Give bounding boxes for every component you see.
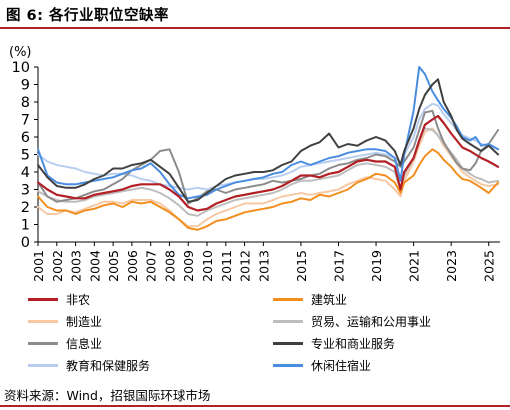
- legend-swatch: [28, 363, 58, 367]
- title-divider: [0, 27, 510, 29]
- series-line: [37, 148, 500, 231]
- legend-swatch: [28, 319, 58, 323]
- y-tick-label: 4: [21, 165, 30, 181]
- x-tick-label: 2009: [181, 250, 196, 282]
- x-tick-label: 2011: [219, 250, 234, 282]
- y-tick-label: 1: [21, 218, 30, 234]
- series-line: [37, 127, 500, 217]
- x-tick-label: 2013: [256, 250, 271, 282]
- legend-item: 制造业: [28, 311, 102, 331]
- x-tick-label: 2006: [125, 250, 140, 282]
- y-tick-label: 0: [21, 235, 30, 251]
- legend-label: 休闲住宿业: [311, 358, 372, 373]
- legend-label: 非农: [66, 292, 91, 307]
- legend-swatch: [273, 297, 303, 301]
- figure-title: 图 6: 各行业职位空缺率: [6, 8, 169, 24]
- x-tick-label: 2008: [162, 250, 177, 282]
- x-tick-label: 2015: [294, 250, 309, 282]
- legend-item: 建筑业: [273, 289, 347, 309]
- y-tick-label: 6: [21, 130, 30, 146]
- legend-swatch: [28, 341, 58, 345]
- x-tick-label: 2003: [69, 250, 84, 282]
- legend-label: 建筑业: [311, 292, 348, 307]
- x-tick-label: 2002: [50, 250, 65, 282]
- x-tick-label: 2012: [238, 250, 253, 282]
- series-line: [37, 102, 500, 191]
- y-tick-label: 2: [21, 200, 30, 216]
- y-axis-label: (%): [9, 45, 32, 60]
- bottom-divider: [0, 405, 510, 407]
- y-tick-label: 5: [21, 148, 30, 164]
- series-line: [37, 66, 500, 200]
- series-line: [36, 114, 500, 212]
- legend-item: 教育和保健服务: [28, 355, 150, 375]
- y-tick-label: 3: [21, 183, 30, 199]
- x-tick-label: 2017: [331, 250, 346, 282]
- y-tick-label: 8: [21, 95, 30, 111]
- y-tick-label: 10: [12, 60, 30, 76]
- legend-label: 教育和保健服务: [66, 358, 151, 373]
- x-tick-label: 2007: [144, 250, 159, 282]
- legend-label: 制造业: [66, 314, 103, 329]
- legend-item: 休闲住宿业: [273, 355, 371, 375]
- legend-swatch: [273, 319, 303, 323]
- legend-label: 信息业: [66, 336, 103, 351]
- legend-item: 非农: [28, 289, 90, 309]
- x-tick-label: 2023: [444, 250, 459, 282]
- x-tick-label: 2019: [369, 250, 384, 282]
- legend-label: 贸易、运输和公用事业: [311, 314, 432, 329]
- y-tick-label: 9: [21, 78, 30, 94]
- legend-item: 信息业: [28, 333, 102, 353]
- x-tick-label: 2001: [31, 250, 46, 282]
- x-tick-label: 2005: [106, 250, 121, 282]
- legend-swatch: [28, 297, 58, 301]
- legend-swatch: [273, 363, 303, 367]
- legend-swatch: [273, 341, 303, 345]
- legend-item: 专业和商业服务: [273, 333, 395, 353]
- x-tick-label: 2004: [87, 250, 102, 282]
- legend-label: 专业和商业服务: [311, 336, 396, 351]
- x-tick-label: 2021: [407, 250, 422, 282]
- source-note: 资料来源：Wind，招银国际环球市场: [4, 388, 211, 403]
- line-chart: (%) 01 23 45 67 89 10 2001 2002 2003 2004 2005 2006 2…: [9, 45, 500, 282]
- series-line: [37, 78, 500, 203]
- y-tick-label: 7: [21, 113, 30, 129]
- legend-item: 贸易、运输和公用事业: [273, 311, 431, 331]
- x-tick-label: 2025: [482, 250, 497, 282]
- x-tick-label: 2010: [200, 250, 215, 282]
